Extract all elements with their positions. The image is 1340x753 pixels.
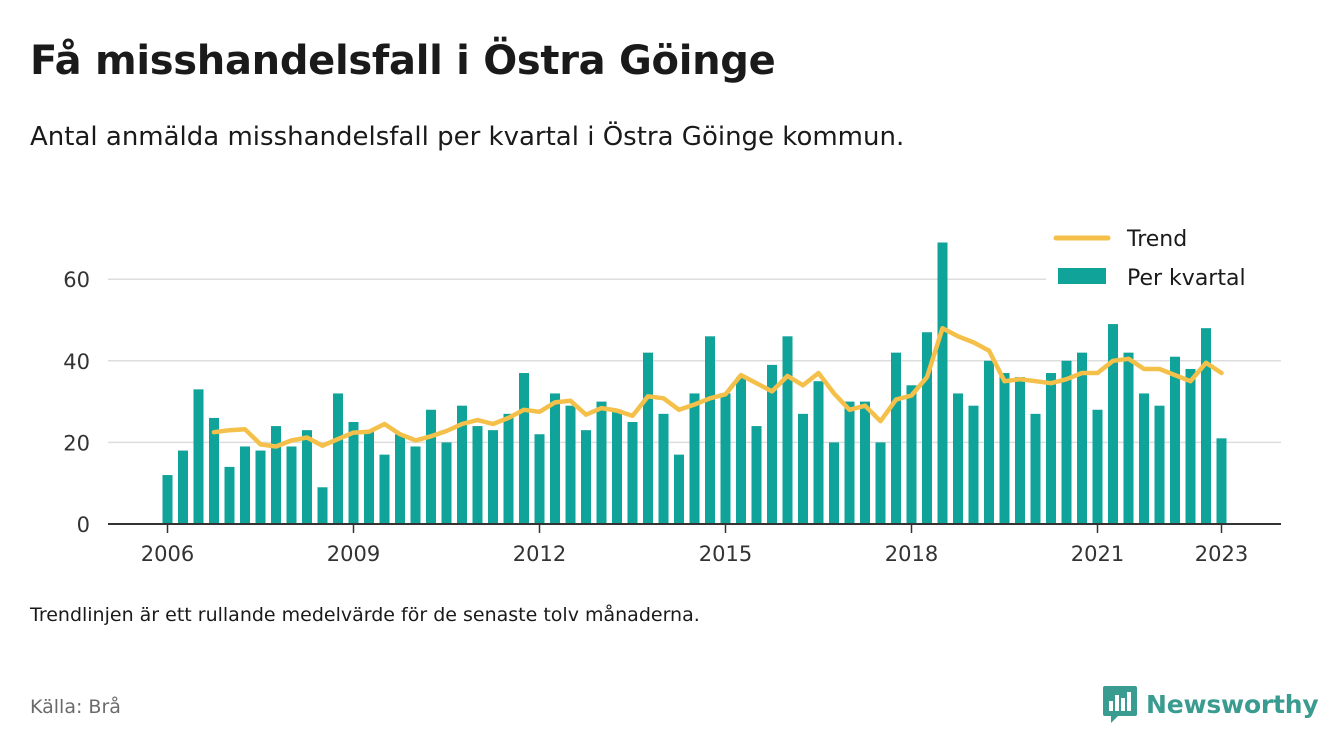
trend-line: [211, 325, 1224, 449]
y-tick-label: 40: [63, 350, 90, 374]
bar: [581, 430, 591, 524]
bar: [643, 352, 653, 524]
bar-series-per-kvartal: [162, 242, 1227, 525]
x-tick-label: 2006: [141, 542, 194, 566]
x-tick-label: 2018: [885, 542, 938, 566]
y-tick-label: 20: [63, 431, 90, 455]
bar: [457, 405, 467, 524]
bar: [426, 409, 436, 524]
bar: [937, 242, 948, 525]
bar: [596, 401, 607, 524]
bar: [503, 413, 514, 524]
bar: [953, 393, 963, 524]
bar: [224, 466, 235, 524]
bar: [875, 442, 886, 524]
bar: [1077, 352, 1087, 524]
x-tick-label: 2023: [1195, 542, 1248, 566]
bar: [782, 336, 793, 524]
bar: [751, 426, 762, 524]
bar: [364, 430, 374, 524]
bar: [689, 393, 700, 524]
bar: [860, 401, 870, 524]
bar: [1185, 368, 1196, 524]
y-tick-label: 60: [63, 268, 90, 292]
bar: [410, 446, 421, 524]
bar: [534, 434, 545, 524]
bar: [968, 405, 979, 524]
bar: [162, 475, 173, 524]
bar: [348, 422, 359, 524]
legend-bar-label: Per kvartal: [1127, 266, 1246, 291]
bar: [1139, 393, 1149, 524]
bar: [612, 409, 622, 524]
bar: [658, 413, 669, 524]
x-tick-label: 2009: [327, 542, 380, 566]
x-tick-label: 2015: [699, 542, 752, 566]
bar: [565, 405, 576, 524]
bar: [1092, 409, 1103, 524]
bar: [999, 373, 1010, 524]
bar: [844, 401, 855, 524]
bar: [1061, 360, 1072, 524]
bar: [519, 373, 529, 524]
source-credit: Källa: Brå: [30, 696, 121, 718]
bar: [379, 454, 390, 524]
legend-bar-swatch: [1058, 268, 1106, 284]
chart-title: Få misshandelsfall i Östra Göinge: [30, 38, 776, 84]
bar: [720, 393, 731, 524]
bar: [1216, 438, 1227, 524]
bar: [1170, 356, 1180, 524]
bar: [472, 426, 483, 524]
bar: [1030, 413, 1041, 524]
bar: [1015, 377, 1025, 524]
bar: [193, 389, 204, 524]
bar: [922, 332, 932, 524]
bar: [1201, 328, 1211, 524]
bar: [705, 336, 715, 524]
bar: [240, 446, 250, 524]
bar: [1108, 324, 1118, 524]
bar: [488, 430, 498, 524]
bar: [255, 450, 266, 524]
x-tick-label: 2021: [1071, 542, 1124, 566]
bar: [333, 393, 343, 524]
bar: [1046, 373, 1056, 524]
footnote: Trendlinjen är ett rullande medelvärde f…: [30, 604, 700, 626]
bar-chart-icon: [1103, 686, 1137, 723]
x-tick-label: 2012: [513, 542, 566, 566]
y-tick-label: 0: [77, 513, 90, 537]
chart-subtitle: Antal anmälda misshandelsfall per kvarta…: [30, 122, 905, 152]
bar: [813, 381, 824, 524]
bar: [209, 417, 219, 524]
bar: [395, 434, 405, 524]
bar: [798, 413, 808, 524]
brand-name: Newsworthy: [1146, 689, 1319, 719]
bar: [984, 360, 994, 524]
bar: [767, 364, 777, 524]
bar: [441, 442, 452, 524]
legend-trend-label: Trend: [1126, 227, 1187, 252]
bar: [550, 393, 560, 524]
chart-svg: 2006 2009 2012 2015 2018 2021 2023 0 20 40 60 Tre…: [63, 226, 1290, 566]
bar: [302, 430, 312, 524]
x-axis-ticks: 2006 2009 2012 2015 2018 2021 2023: [141, 524, 1248, 566]
legend: Trend Per kvartal: [1046, 226, 1290, 296]
bar: [891, 352, 901, 524]
bar: [271, 426, 281, 524]
bar: [674, 454, 684, 524]
y-axis-ticks: 0 20 40 60: [63, 268, 90, 537]
bar: [906, 385, 917, 524]
bar: [317, 487, 328, 524]
bar: [829, 442, 839, 524]
bar: [1154, 405, 1165, 524]
newsworthy-logo: Newsworthy: [1102, 682, 1319, 726]
bar: [736, 377, 746, 524]
bar: [286, 446, 297, 524]
bar: [178, 450, 188, 524]
bar: [1123, 352, 1134, 524]
bar: [627, 422, 638, 524]
